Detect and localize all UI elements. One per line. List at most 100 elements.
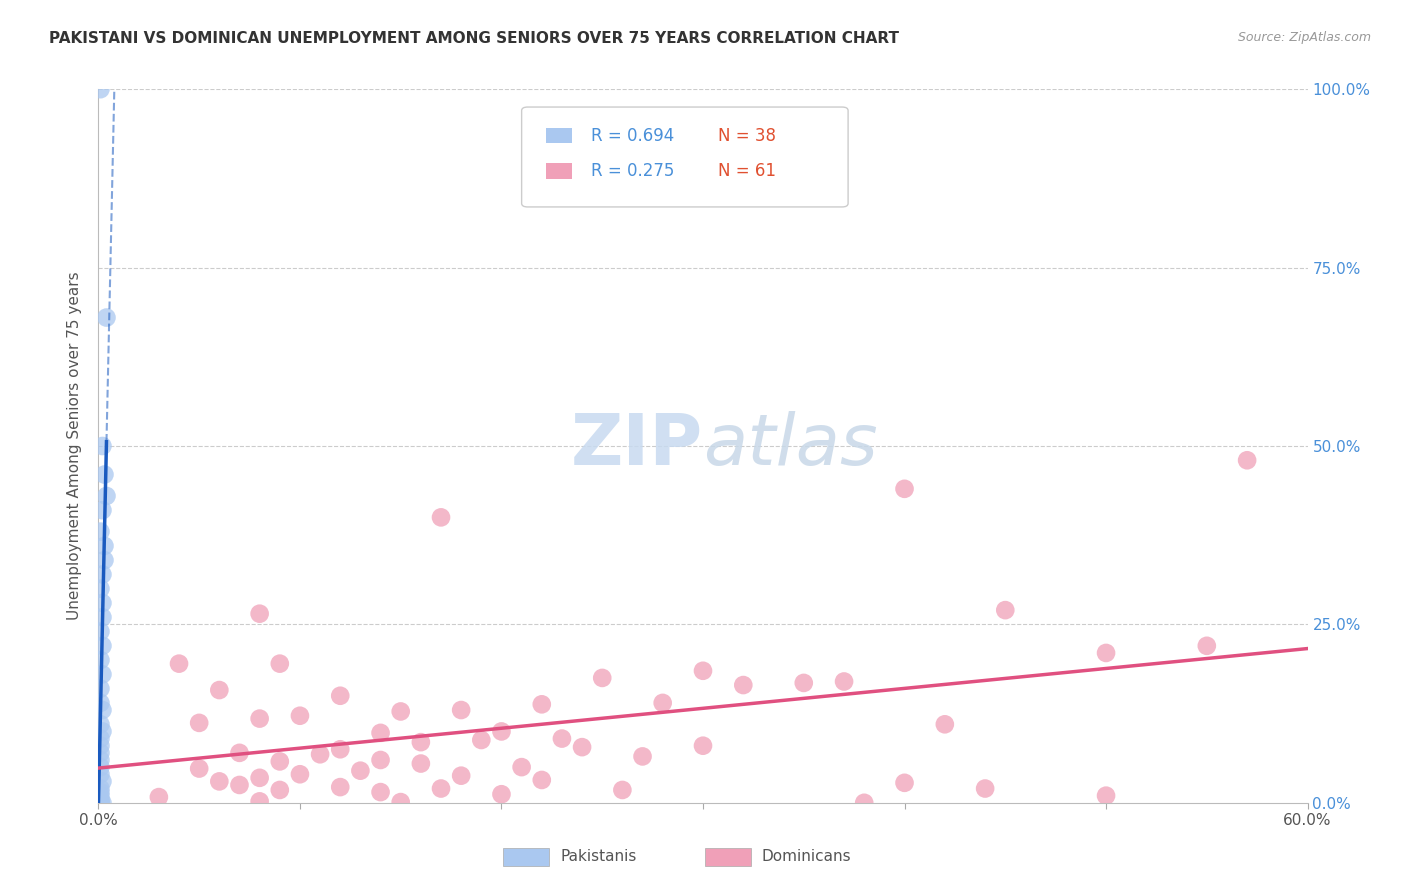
Point (91, 503, 114, 517)
Point (91, 610, 114, 624)
Point (91, 439, 114, 453)
Point (96, 489, 118, 503)
Point (1095, 789, 1118, 803)
Point (89, 717, 111, 731)
Point (89, 792, 111, 806)
Point (188, 762, 211, 776)
Point (91, 639, 114, 653)
Point (208, 683, 231, 698)
Point (450, 769, 472, 783)
Point (188, 715, 211, 730)
Point (370, 785, 392, 799)
Point (89, 803, 111, 817)
Point (89, 767, 111, 781)
Point (510, 760, 533, 774)
FancyBboxPatch shape (706, 847, 751, 865)
Point (853, 796, 876, 810)
Point (89, 582, 111, 596)
Point (89, 789, 111, 803)
Point (309, 747, 332, 762)
Point (91, 796, 114, 810)
Point (89, 681, 111, 696)
Point (329, 780, 352, 794)
FancyBboxPatch shape (522, 107, 848, 207)
Point (89, 624, 111, 639)
Point (288, 767, 311, 781)
FancyBboxPatch shape (503, 847, 550, 865)
Point (93, 467, 115, 482)
Text: Dominicans: Dominicans (761, 849, 851, 863)
Point (249, 771, 271, 785)
Point (530, 772, 553, 787)
Point (89, 781, 111, 796)
Text: R = 0.694: R = 0.694 (591, 127, 673, 145)
Text: N = 38: N = 38 (717, 127, 776, 145)
Point (228, 778, 250, 792)
Point (370, 726, 392, 740)
Point (793, 676, 815, 690)
Point (89, 796, 111, 810)
Point (91, 703, 114, 717)
Point (93, 553, 115, 567)
Point (91, 567, 114, 582)
Point (551, 731, 574, 746)
Point (1095, 646, 1118, 660)
Point (91, 667, 114, 681)
Point (733, 678, 755, 692)
Point (832, 674, 855, 689)
Point (89, 760, 111, 774)
Point (651, 696, 673, 710)
Text: N = 61: N = 61 (717, 162, 776, 180)
Point (389, 705, 412, 719)
Point (692, 739, 714, 753)
Point (430, 781, 453, 796)
Point (409, 735, 432, 749)
Point (692, 664, 714, 678)
Point (470, 733, 492, 747)
Point (269, 755, 291, 769)
Point (329, 742, 352, 756)
Point (228, 746, 250, 760)
Point (612, 783, 634, 797)
Point (491, 787, 513, 801)
Point (591, 671, 613, 685)
Point (409, 756, 432, 771)
Point (1236, 453, 1258, 467)
Point (89, 82, 111, 96)
Point (370, 753, 392, 767)
Point (89, 731, 111, 746)
Point (571, 740, 593, 755)
Point (91, 774, 114, 789)
Point (89, 794, 111, 808)
Point (89, 739, 111, 753)
Point (249, 712, 271, 726)
Point (1195, 639, 1218, 653)
FancyBboxPatch shape (546, 128, 572, 144)
Point (91, 724, 114, 739)
Point (148, 790, 170, 805)
Point (893, 776, 915, 790)
Point (893, 482, 915, 496)
Point (89, 753, 111, 767)
Point (389, 795, 412, 809)
Point (349, 764, 371, 778)
Point (288, 708, 311, 723)
Point (269, 657, 291, 671)
Point (89, 746, 111, 760)
Point (269, 783, 291, 797)
Point (631, 749, 654, 764)
Point (491, 724, 513, 739)
Point (430, 510, 453, 524)
Point (93, 539, 115, 553)
Text: atlas: atlas (703, 411, 877, 481)
Point (89, 696, 111, 710)
Point (89, 524, 111, 539)
Point (249, 794, 271, 808)
Point (249, 607, 271, 621)
Point (91, 596, 114, 610)
Point (208, 774, 231, 789)
Point (167, 657, 190, 671)
Point (450, 703, 472, 717)
Point (934, 717, 956, 731)
Point (994, 603, 1017, 617)
